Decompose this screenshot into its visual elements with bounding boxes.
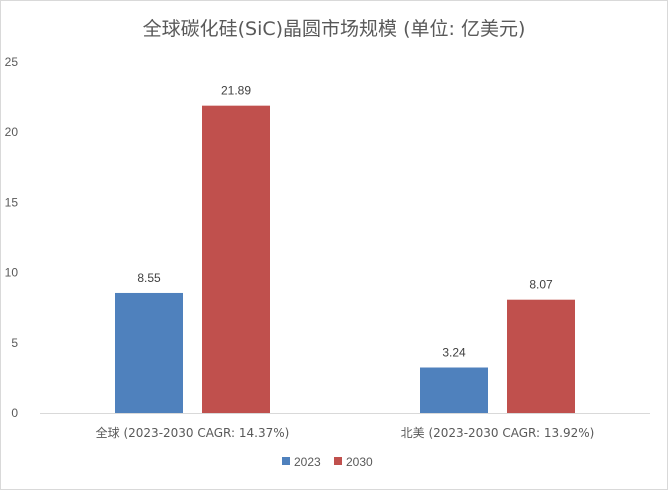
y-tick-label: 25 [5,55,19,69]
bar-2030 [507,299,575,413]
bar-2023 [115,292,183,413]
y-tick-label: 20 [5,125,19,139]
chart-title: 全球碳化硅(SiC)晶圆市场规模 (单位: 亿美元) [142,18,526,40]
data-label: 21.89 [221,84,251,98]
legend-swatch-2023 [282,457,290,465]
y-tick-label: 10 [5,266,19,280]
legend-swatch-2030 [334,457,342,465]
bar-2030 [202,105,270,413]
y-tick-label: 15 [5,195,19,209]
x-category-label: 全球 (2023-2030 CAGR: 14.37%) [96,425,290,440]
data-label: 8.55 [137,271,161,285]
bar-2023 [420,367,488,413]
x-category-label: 北美 (2023-2030 CAGR: 13.92%) [401,426,595,440]
y-tick-label: 0 [11,406,18,420]
legend-label: 2023 [294,455,321,469]
data-label: 3.24 [442,346,466,360]
legend-label: 2030 [346,455,373,469]
y-tick-label: 5 [11,336,18,350]
data-label: 8.07 [529,278,553,292]
